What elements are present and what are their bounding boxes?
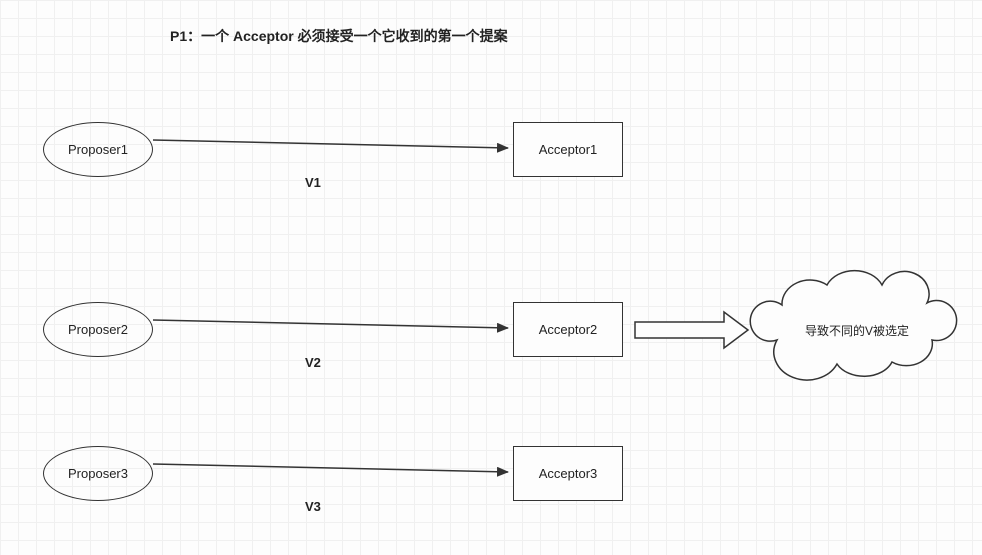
cloud-result-label: 导致不同的V被选定 — [787, 322, 927, 339]
node-proposer2-label: Proposer2 — [68, 322, 128, 337]
node-acceptor1-label: Acceptor1 — [539, 142, 598, 157]
node-proposer3: Proposer3 — [43, 446, 153, 501]
edge-label-v1: V1 — [305, 175, 321, 190]
node-acceptor2: Acceptor2 — [513, 302, 623, 357]
edge-e1 — [153, 140, 508, 148]
edge-e2 — [153, 320, 508, 328]
edge-e3 — [153, 464, 508, 472]
node-proposer3-label: Proposer3 — [68, 466, 128, 481]
node-proposer1-label: Proposer1 — [68, 142, 128, 157]
node-acceptor3-label: Acceptor3 — [539, 466, 598, 481]
block-arrow — [635, 312, 748, 348]
edge-label-v2: V2 — [305, 355, 321, 370]
node-acceptor3: Acceptor3 — [513, 446, 623, 501]
node-acceptor1: Acceptor1 — [513, 122, 623, 177]
diagram-title: P1：一个 Acceptor 必须接受一个它收到的第一个提案 — [170, 26, 508, 46]
node-proposer2: Proposer2 — [43, 302, 153, 357]
node-proposer1: Proposer1 — [43, 122, 153, 177]
edge-label-v3: V3 — [305, 499, 321, 514]
node-acceptor2-label: Acceptor2 — [539, 322, 598, 337]
